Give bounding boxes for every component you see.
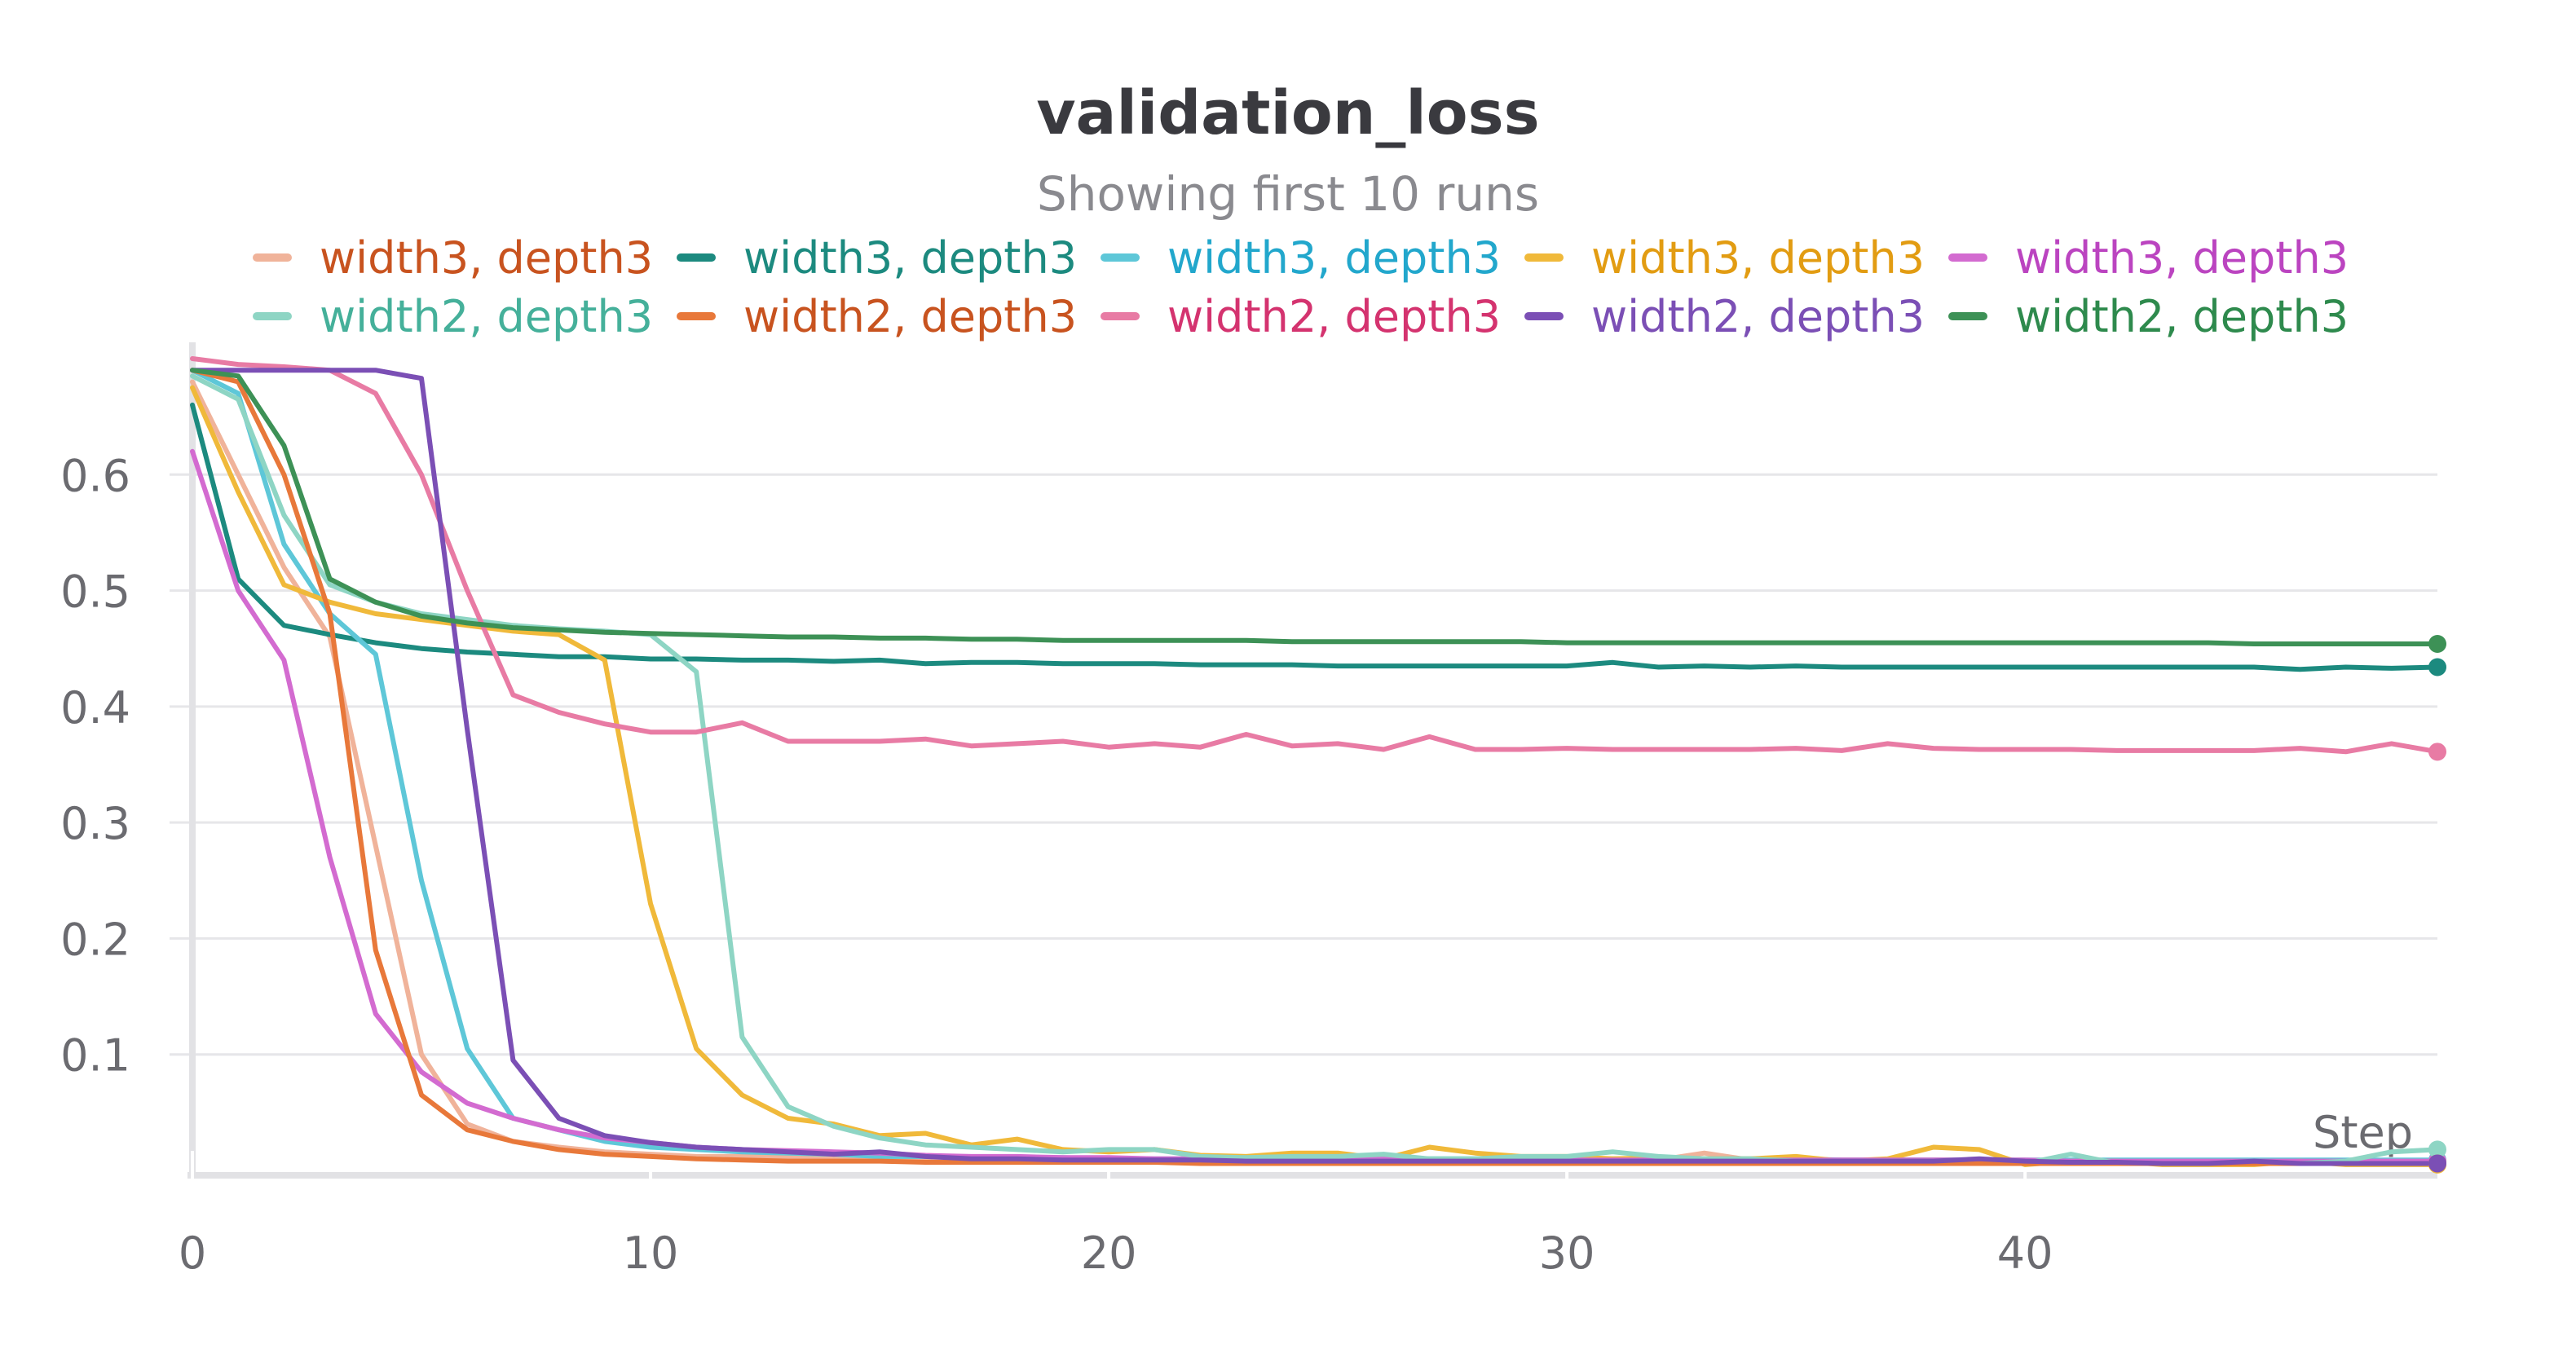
series-end-marker (2428, 658, 2446, 676)
y-tick-label: 0.5 (60, 566, 130, 618)
legend-label: width3, depth3 (2015, 231, 2349, 284)
legend-label: width3, depth3 (743, 231, 1078, 284)
legend-row-2: width2, depth3 width2, depth3 width2, de… (253, 287, 2372, 346)
legend-label: width3, depth3 (1167, 231, 1502, 284)
series-end-marker (2428, 743, 2446, 761)
y-tick-label: 0.6 (60, 450, 130, 501)
series-end-marker (2428, 1154, 2446, 1173)
chart-title: validation_loss (1036, 78, 1540, 148)
y-tick-label: 0.1 (60, 1030, 130, 1082)
legend-swatch (1948, 253, 1987, 262)
series-end-marker (2428, 1140, 2446, 1159)
series-line (190, 368, 2440, 1166)
legend-label: width2, depth3 (2015, 290, 2349, 342)
x-tick-label: 30 (1539, 1227, 1595, 1279)
legend-label: width2, depth3 (320, 290, 654, 342)
legend-swatch (1524, 312, 1564, 320)
series-line (190, 356, 2440, 755)
legend-item[interactable]: width3, depth3 (1101, 228, 1501, 287)
legend-label: width3, depth3 (320, 231, 654, 284)
legend-swatch (1948, 312, 1987, 320)
legend-label: width2, depth3 (1591, 290, 1925, 342)
legend-item[interactable]: width2, depth3 (1948, 287, 2349, 346)
legend-swatch (677, 253, 716, 262)
legend-item[interactable]: width3, depth3 (1524, 228, 1925, 287)
series-line (190, 373, 2440, 1166)
legend-swatch (1524, 253, 1564, 262)
y-tick-label: 0.2 (60, 914, 130, 965)
x-tick-label: 10 (623, 1227, 679, 1279)
series-line (190, 402, 2440, 672)
legend-item[interactable]: width2, depth3 (1101, 287, 1501, 346)
chart-subtitle: Showing first 10 runs (1036, 166, 1540, 222)
legend-label: width2, depth3 (1167, 290, 1502, 342)
y-tick-label: 0.3 (60, 798, 130, 849)
legend-row-1: width3, depth3 width3, depth3 width3, de… (253, 228, 2372, 287)
legend-swatch (253, 312, 292, 320)
legend-swatch (253, 253, 292, 262)
legend-item[interactable]: width3, depth3 (253, 228, 653, 287)
x-tick-label: 40 (1997, 1227, 2053, 1279)
series-line (190, 368, 2440, 1166)
legend-label: width3, depth3 (1591, 231, 1925, 284)
legend-item[interactable]: width2, depth3 (253, 287, 653, 346)
series-line (190, 379, 2440, 1164)
legend-swatch (1101, 253, 1140, 262)
series-end-marker (2428, 635, 2446, 654)
series-line (190, 385, 2440, 1167)
x-tick-label: 20 (1081, 1227, 1137, 1279)
legend-item[interactable]: width3, depth3 (677, 228, 1077, 287)
legend-label: width2, depth3 (743, 290, 1078, 342)
legend-item[interactable]: width2, depth3 (677, 287, 1077, 346)
x-tick-label: 0 (179, 1227, 206, 1279)
y-tick-label: 0.4 (60, 682, 130, 734)
legend-swatch (677, 312, 716, 320)
series-line (190, 368, 2440, 646)
legend-item[interactable]: width2, depth3 (1524, 287, 1925, 346)
legend-swatch (1101, 312, 1140, 320)
series-line (190, 368, 2440, 1163)
legend-item[interactable]: width3, depth3 (1948, 228, 2349, 287)
legend: width3, depth3 width3, depth3 width3, de… (253, 228, 2372, 346)
